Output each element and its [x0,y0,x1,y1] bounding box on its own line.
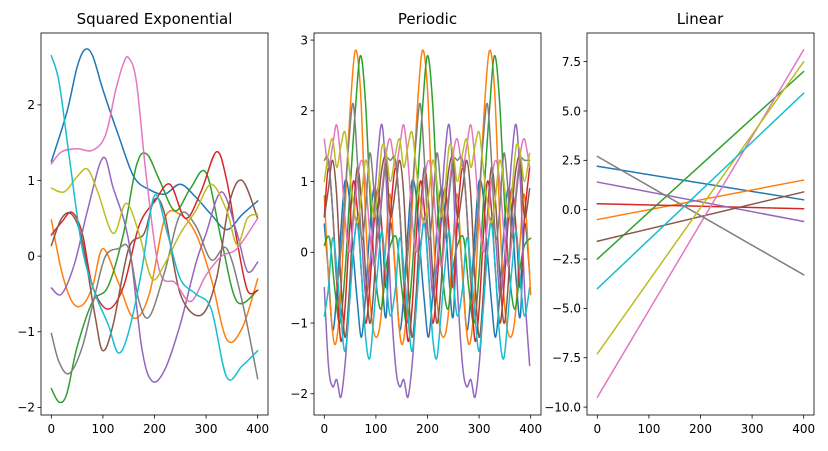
series-line-7 [596,49,805,398]
y-tick-label: 2.5 [562,154,581,168]
x-tick-label: 0 [47,422,55,436]
x-tick-label: 0 [593,422,601,436]
series-line-3 [50,152,259,404]
series-line-6 [596,191,805,243]
y-tick-label: 3 [300,33,308,47]
series-line-5 [50,156,259,383]
series-line-5 [596,181,805,223]
series-line-3 [323,54,532,324]
y-tick-label: 2 [27,98,35,112]
series-group [323,49,532,399]
panel-linear: Linear 0 100 200 300 400 −10.0 −7.5 −5.0 −2.5 0.0… [544,10,815,436]
series-line-3 [596,70,805,260]
y-tick-label: −1 [17,325,35,339]
series-line-1 [50,48,259,231]
y-tick-label: 0 [27,249,35,263]
x-tick-label: 300 [741,422,764,436]
y-tick-label: −2.5 [552,252,581,266]
x-tick-label: 100 [91,422,114,436]
series-line-8 [323,102,531,283]
x-tick-label: 200 [689,422,712,436]
x-tick-label: 100 [637,422,660,436]
panel-title: Linear [677,10,724,28]
y-tick-label: 7.5 [562,55,581,69]
series-line-8 [596,155,805,276]
series-line-2 [596,179,805,221]
x-tick-label: 300 [195,422,218,436]
y-tick-label: −5.0 [552,302,581,316]
panel-squared-exponential: Squared Exponential 0 100 200 300 400 −2 −1 0 1 2 [17,10,269,436]
series-line-2 [323,49,532,346]
series-line-9 [596,60,805,355]
x-tick-label: 400 [792,422,815,436]
x-tick-label: 100 [364,422,387,436]
series-line-4 [50,151,259,310]
x-tick-label: 300 [468,422,491,436]
panel-periodic: Periodic 0 100 200 300 400 −2 −1 0 1 2 3 [290,10,542,436]
y-tick-label: −2 [17,401,35,415]
series-line-1 [596,165,805,201]
y-tick-label: 0.0 [562,203,581,217]
series-line-10 [323,222,531,360]
panel-title: Periodic [398,10,457,28]
y-tick-label: 1 [27,174,35,188]
x-tick-label: 400 [519,422,542,436]
series-line-8 [50,211,259,380]
x-tick-label: 400 [246,422,269,436]
y-tick-label: −2 [290,387,308,401]
y-tick-label: −10.0 [544,400,581,414]
y-tick-label: 1 [300,175,308,189]
panel-title: Squared Exponential [77,10,233,28]
y-tick-label: −7.5 [552,351,581,365]
series-line-9 [50,167,259,281]
y-tick-label: 0 [300,246,308,260]
y-tick-label: 5.0 [562,104,581,118]
series-line-4 [596,203,805,210]
x-tick-label: 0 [320,422,328,436]
series-line-1 [323,178,531,338]
series-group [596,49,805,398]
y-tick-label: 2 [300,104,308,118]
x-tick-label: 200 [143,422,166,436]
series-line-7 [50,55,259,303]
series-line-10 [596,92,805,290]
x-tick-label: 200 [416,422,439,436]
y-tick-label: −1 [290,316,308,330]
series-line-10 [50,54,259,381]
series-group [50,48,259,404]
